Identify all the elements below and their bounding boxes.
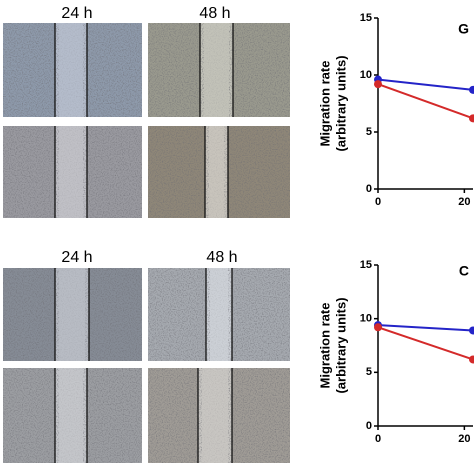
- y-tick-label: 0: [366, 420, 372, 432]
- time-label: 48 h: [199, 5, 230, 22]
- scratch-gap-center: [209, 126, 224, 218]
- y-tick-label: 15: [360, 259, 372, 271]
- y-axis-label: Migration rate: [317, 303, 332, 389]
- chart-title: G: [458, 21, 469, 37]
- series-line: [377, 324, 474, 332]
- series-line: [377, 326, 474, 361]
- x-tick-label: 0: [375, 196, 381, 208]
- y-axis-label: (arbitrary units): [333, 297, 348, 393]
- time-label: 24 h: [61, 5, 92, 22]
- data-point: [469, 355, 474, 364]
- scratch-gap-center: [59, 23, 83, 117]
- y-tick-label: 5: [366, 366, 372, 378]
- chart-title: C: [459, 263, 469, 279]
- data-point: [469, 114, 474, 123]
- scratch-gap-center: [59, 126, 83, 218]
- time-label: 48 h: [206, 249, 237, 266]
- data-point: [469, 326, 474, 335]
- series-line: [377, 78, 474, 91]
- y-tick-label: 10: [360, 69, 372, 81]
- series-line: [377, 83, 474, 120]
- y-tick-label: 10: [360, 313, 372, 325]
- time-label: 24 h: [61, 249, 92, 266]
- scratch-gap-center: [59, 268, 85, 361]
- x-tick-label: 20: [458, 433, 470, 445]
- x-tick-label: 20: [458, 196, 470, 208]
- scratch-gap-center: [202, 368, 228, 463]
- y-axis-label: Migration rate: [317, 61, 332, 147]
- y-tick-label: 0: [366, 183, 372, 195]
- scratch-gap-center: [204, 23, 229, 117]
- y-tick-label: 15: [360, 12, 372, 24]
- data-point: [469, 85, 474, 94]
- data-point: [374, 80, 382, 89]
- scratch-gap-center: [210, 268, 228, 361]
- y-tick-label: 5: [366, 126, 372, 138]
- scratch-gap-center: [59, 368, 83, 463]
- data-point: [374, 323, 382, 332]
- x-tick-label: 0: [375, 433, 381, 445]
- y-axis-label: (arbitrary units): [333, 55, 348, 151]
